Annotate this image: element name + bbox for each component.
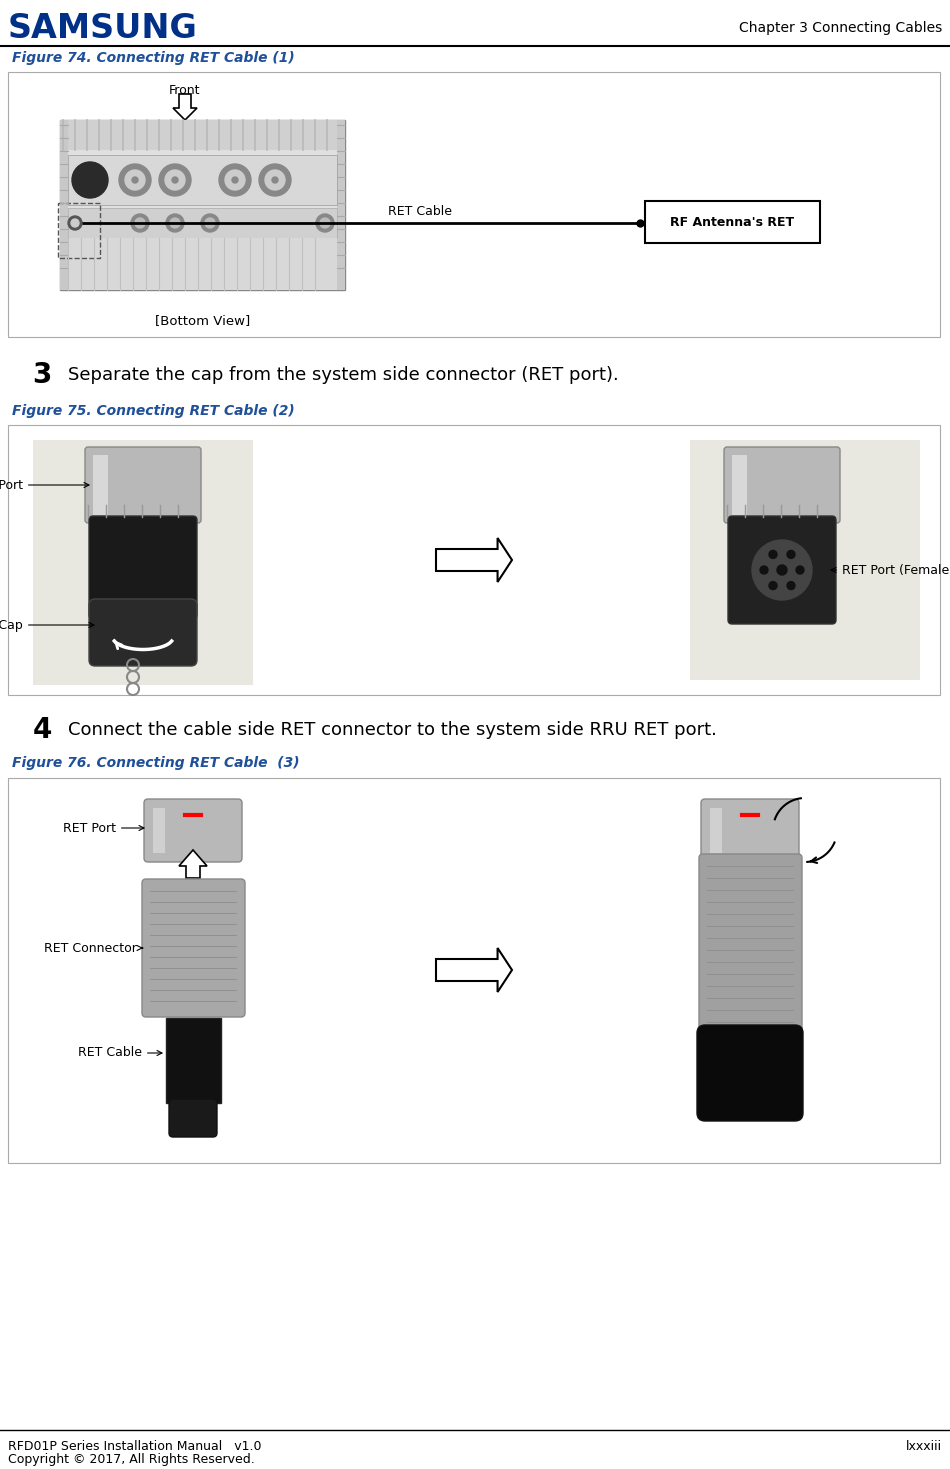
Bar — [60, 120, 345, 150]
Bar — [690, 441, 920, 680]
FancyBboxPatch shape — [697, 1025, 803, 1121]
FancyBboxPatch shape — [142, 878, 245, 1017]
Circle shape — [205, 217, 215, 228]
Circle shape — [787, 582, 795, 589]
Text: 3: 3 — [32, 361, 51, 389]
Circle shape — [166, 214, 184, 232]
Bar — [68, 156, 337, 206]
FancyBboxPatch shape — [728, 516, 836, 624]
Circle shape — [170, 217, 180, 228]
Circle shape — [760, 566, 768, 574]
Text: [Bottom View]: [Bottom View] — [155, 314, 250, 328]
Text: SAMSUNG: SAMSUNG — [8, 12, 198, 44]
Text: Front: Front — [169, 84, 200, 97]
Text: 4: 4 — [32, 715, 51, 743]
Circle shape — [316, 214, 334, 232]
Text: Separate the cap from the system side connector (RET port).: Separate the cap from the system side co… — [68, 366, 618, 383]
Text: RET Port: RET Port — [0, 479, 89, 492]
FancyBboxPatch shape — [89, 516, 197, 618]
Bar — [93, 455, 108, 516]
Polygon shape — [173, 94, 197, 120]
FancyBboxPatch shape — [89, 599, 197, 665]
Bar — [8, 72, 940, 336]
Circle shape — [119, 165, 151, 195]
Text: lxxxiii: lxxxiii — [906, 1441, 942, 1453]
Bar — [60, 120, 345, 289]
Bar — [645, 201, 820, 242]
Circle shape — [125, 170, 145, 190]
Text: RFD01P Series Installation Manual   v1.0: RFD01P Series Installation Manual v1.0 — [8, 1441, 261, 1453]
Circle shape — [131, 214, 149, 232]
Text: RF Antenna's RET: RF Antenna's RET — [671, 216, 794, 229]
FancyBboxPatch shape — [85, 447, 201, 523]
Circle shape — [201, 214, 219, 232]
Bar — [68, 209, 337, 238]
FancyBboxPatch shape — [144, 799, 242, 862]
Bar — [33, 441, 253, 685]
Text: Copyright © 2017, All Rights Reserved.: Copyright © 2017, All Rights Reserved. — [8, 1453, 255, 1466]
Circle shape — [71, 219, 79, 228]
Bar — [60, 120, 68, 289]
Circle shape — [769, 551, 777, 558]
Circle shape — [752, 541, 812, 599]
Bar — [8, 425, 940, 695]
Bar — [166, 1018, 221, 1103]
Text: Figure 74. Connecting RET Cable (1): Figure 74. Connecting RET Cable (1) — [12, 51, 294, 65]
Text: Figure 75. Connecting RET Cable (2): Figure 75. Connecting RET Cable (2) — [12, 404, 294, 419]
Circle shape — [787, 551, 795, 558]
Bar — [153, 808, 165, 853]
Polygon shape — [179, 851, 207, 878]
Text: RET Connector: RET Connector — [44, 942, 142, 955]
Text: RET Port (Female): RET Port (Female) — [831, 564, 950, 576]
Circle shape — [769, 582, 777, 589]
Circle shape — [777, 566, 787, 574]
Circle shape — [135, 217, 145, 228]
Circle shape — [272, 176, 278, 184]
Circle shape — [265, 170, 285, 190]
Circle shape — [259, 165, 291, 195]
FancyBboxPatch shape — [699, 853, 802, 1037]
Circle shape — [68, 216, 82, 231]
Text: RET Cable: RET Cable — [388, 204, 452, 217]
Bar — [710, 808, 722, 853]
Text: RET Port: RET Port — [63, 821, 144, 834]
FancyBboxPatch shape — [701, 799, 799, 862]
Circle shape — [159, 165, 191, 195]
Circle shape — [225, 170, 245, 190]
Polygon shape — [436, 538, 512, 582]
Bar — [68, 238, 337, 289]
Circle shape — [232, 176, 238, 184]
Bar — [8, 779, 940, 1163]
Circle shape — [132, 176, 138, 184]
Text: Figure 76. Connecting RET Cable  (3): Figure 76. Connecting RET Cable (3) — [12, 757, 299, 770]
Text: Connect the cable side RET connector to the system side RRU RET port.: Connect the cable side RET connector to … — [68, 721, 717, 739]
Circle shape — [219, 165, 251, 195]
Circle shape — [72, 162, 108, 198]
Text: RET Cap: RET Cap — [0, 618, 94, 632]
Polygon shape — [436, 948, 512, 992]
Bar — [732, 455, 747, 516]
Text: RET Cable: RET Cable — [78, 1046, 162, 1059]
Circle shape — [165, 170, 185, 190]
Bar — [337, 120, 345, 289]
Circle shape — [320, 217, 330, 228]
Circle shape — [172, 176, 178, 184]
FancyBboxPatch shape — [724, 447, 840, 523]
Bar — [58, 203, 100, 259]
Text: Chapter 3 Connecting Cables: Chapter 3 Connecting Cables — [739, 21, 942, 35]
FancyBboxPatch shape — [169, 1099, 217, 1137]
Circle shape — [796, 566, 804, 574]
